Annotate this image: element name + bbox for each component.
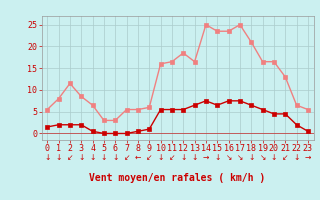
Text: ↓: ↓ [191, 153, 198, 162]
Text: ↓: ↓ [180, 153, 187, 162]
Text: ↓: ↓ [293, 153, 300, 162]
Text: ↓: ↓ [55, 153, 62, 162]
Text: →: → [305, 153, 311, 162]
Text: ↓: ↓ [112, 153, 118, 162]
Text: ↓: ↓ [89, 153, 96, 162]
Text: ←: ← [135, 153, 141, 162]
Text: ↙: ↙ [67, 153, 73, 162]
X-axis label: Vent moyen/en rafales ( km/h ): Vent moyen/en rafales ( km/h ) [90, 173, 266, 183]
Text: ↓: ↓ [101, 153, 107, 162]
Text: ↙: ↙ [146, 153, 152, 162]
Text: ↙: ↙ [282, 153, 288, 162]
Text: ↘: ↘ [237, 153, 243, 162]
Text: ↓: ↓ [157, 153, 164, 162]
Text: ↘: ↘ [260, 153, 266, 162]
Text: ↓: ↓ [214, 153, 220, 162]
Text: ↙: ↙ [124, 153, 130, 162]
Text: →: → [203, 153, 209, 162]
Text: ↓: ↓ [44, 153, 51, 162]
Text: ↓: ↓ [271, 153, 277, 162]
Text: ↓: ↓ [248, 153, 254, 162]
Text: ↘: ↘ [225, 153, 232, 162]
Text: ↓: ↓ [78, 153, 84, 162]
Text: ↙: ↙ [169, 153, 175, 162]
